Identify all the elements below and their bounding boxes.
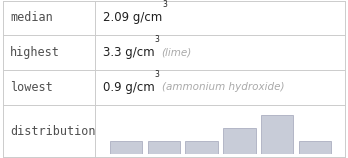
Text: distribution: distribution (10, 125, 95, 138)
Text: 2.09 g/cm: 2.09 g/cm (103, 11, 162, 24)
Bar (148, 141, 180, 154)
Text: 3.3 g/cm: 3.3 g/cm (103, 46, 155, 59)
Bar (261, 115, 293, 154)
Text: (ammonium hydroxide): (ammonium hydroxide) (162, 82, 284, 92)
Bar (185, 141, 218, 154)
Text: median: median (10, 11, 53, 24)
Text: 3: 3 (155, 35, 159, 44)
Text: highest: highest (10, 46, 60, 59)
Bar (299, 141, 331, 154)
Bar (223, 128, 255, 154)
Text: 3: 3 (155, 70, 160, 79)
Text: 3: 3 (162, 0, 167, 9)
Text: 0.9 g/cm: 0.9 g/cm (103, 81, 155, 94)
Text: (lime): (lime) (161, 48, 192, 58)
Bar (110, 141, 142, 154)
Text: lowest: lowest (10, 81, 53, 94)
